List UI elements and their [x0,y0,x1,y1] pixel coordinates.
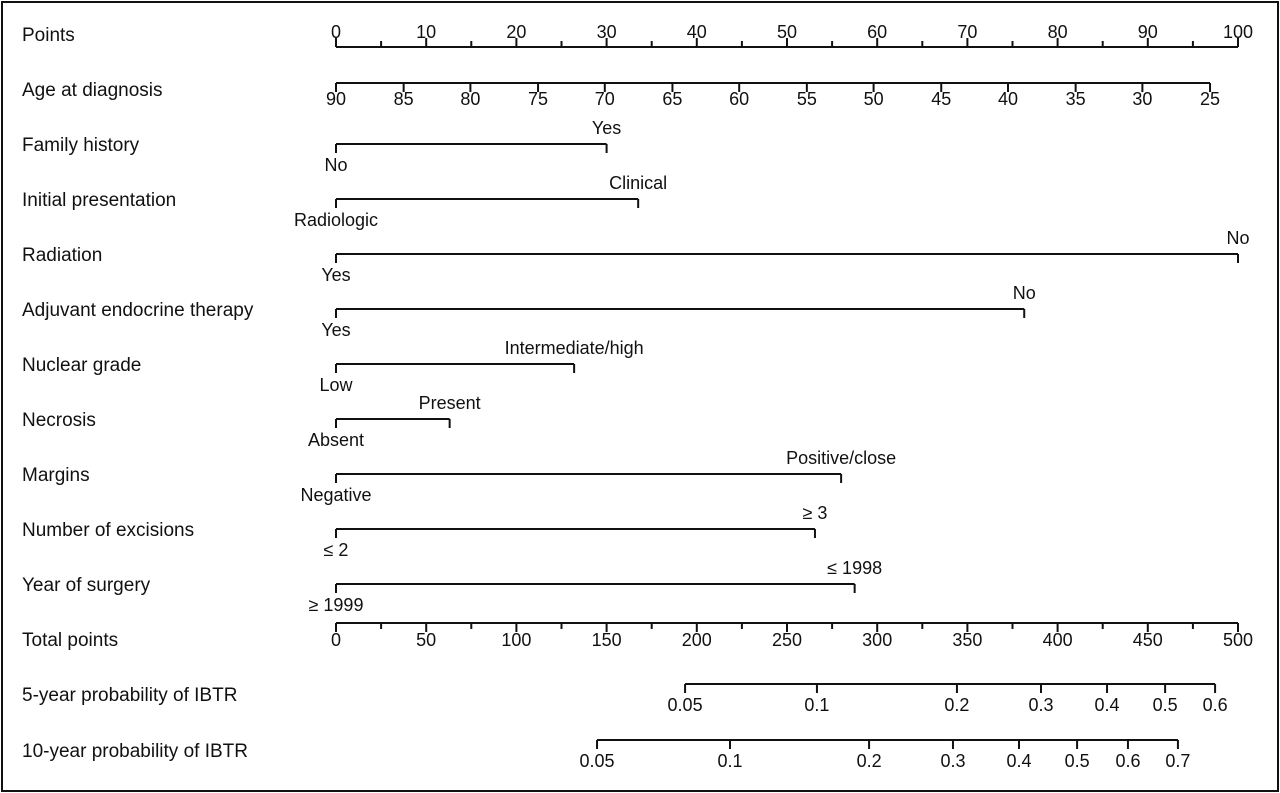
tick-label: 400 [1043,630,1073,650]
tick-label: 0.5 [1153,695,1178,715]
row-label: Nuclear grade [22,355,141,376]
tick-label: 0 [331,630,341,650]
tick-label: 200 [682,630,712,650]
tick-label: 60 [729,89,749,109]
level-label: ≥ 1999 [309,595,364,615]
row-label: Radiation [22,245,102,266]
row-label: Necrosis [22,410,96,431]
tick-label: 0.05 [668,695,703,715]
tick-label: 100 [1223,22,1253,42]
tick-label: 35 [1066,89,1086,109]
tick-label: 60 [867,22,887,42]
tick-label: 0.1 [804,695,829,715]
level-label: ≥ 3 [803,503,828,523]
row-label: Initial presentation [22,190,176,211]
tick-label: 0.7 [1165,751,1190,771]
tick-label: 40 [687,22,707,42]
tick-label: 0 [331,22,341,42]
tick-label: 70 [595,89,615,109]
tick-label: 90 [326,89,346,109]
tick-label: 0.5 [1065,751,1090,771]
tick-label: 0.6 [1203,695,1228,715]
row-label: Total points [22,630,118,651]
level-label: No [1226,228,1249,248]
tick-label: 450 [1133,630,1163,650]
row-label: Age at diagnosis [22,80,163,101]
level-label: Radiologic [294,210,378,230]
row-label: Family history [22,135,140,156]
level-label: Negative [300,485,371,505]
level-label: Present [419,393,481,413]
level-label: Yes [321,265,350,285]
tick-label: 100 [501,630,531,650]
tick-label: 350 [952,630,982,650]
row-label: Number of excisions [22,520,194,541]
tick-label: 20 [506,22,526,42]
level-label: Yes [592,118,621,138]
level-label: Low [319,375,353,395]
row-label: 10-year probability of IBTR [22,741,248,762]
tick-label: 90 [1138,22,1158,42]
tick-label: 0.4 [1006,751,1031,771]
tick-label: 30 [1132,89,1152,109]
tick-label: 80 [1048,22,1068,42]
row-label: Margins [22,465,90,486]
level-label: No [1013,283,1036,303]
tick-label: 0.6 [1115,751,1140,771]
tick-label: 65 [662,89,682,109]
tick-label: 0.4 [1095,695,1120,715]
level-label: No [324,155,347,175]
row-label: Year of surgery [22,575,151,596]
tick-label: 55 [797,89,817,109]
tick-label: 25 [1200,89,1220,109]
tick-label: 50 [864,89,884,109]
level-label: Intermediate/high [505,338,644,358]
tick-label: 0.2 [857,751,882,771]
level-label: ≤ 1998 [827,558,882,578]
tick-label: 500 [1223,630,1253,650]
level-label: ≤ 2 [324,540,349,560]
tick-label: 0.3 [1028,695,1053,715]
tick-label: 45 [931,89,951,109]
level-label: Yes [321,320,350,340]
tick-label: 250 [772,630,802,650]
tick-label: 0.3 [940,751,965,771]
level-label: Clinical [609,173,667,193]
level-label: Absent [308,430,364,450]
row-label: 5-year probability of IBTR [22,685,237,706]
tick-label: 0.1 [717,751,742,771]
level-label: Positive/close [786,448,896,468]
tick-label: 10 [416,22,436,42]
tick-label: 0.2 [944,695,969,715]
tick-label: 0.05 [580,751,615,771]
tick-label: 40 [998,89,1018,109]
tick-label: 150 [592,630,622,650]
tick-label: 30 [597,22,617,42]
tick-label: 75 [528,89,548,109]
tick-label: 85 [394,89,414,109]
row-label: Adjuvant endocrine therapy [22,300,254,321]
tick-label: 70 [957,22,977,42]
tick-label: 300 [862,630,892,650]
tick-label: 50 [416,630,436,650]
tick-label: 50 [777,22,797,42]
tick-label: 80 [460,89,480,109]
row-label: Points [22,25,75,46]
